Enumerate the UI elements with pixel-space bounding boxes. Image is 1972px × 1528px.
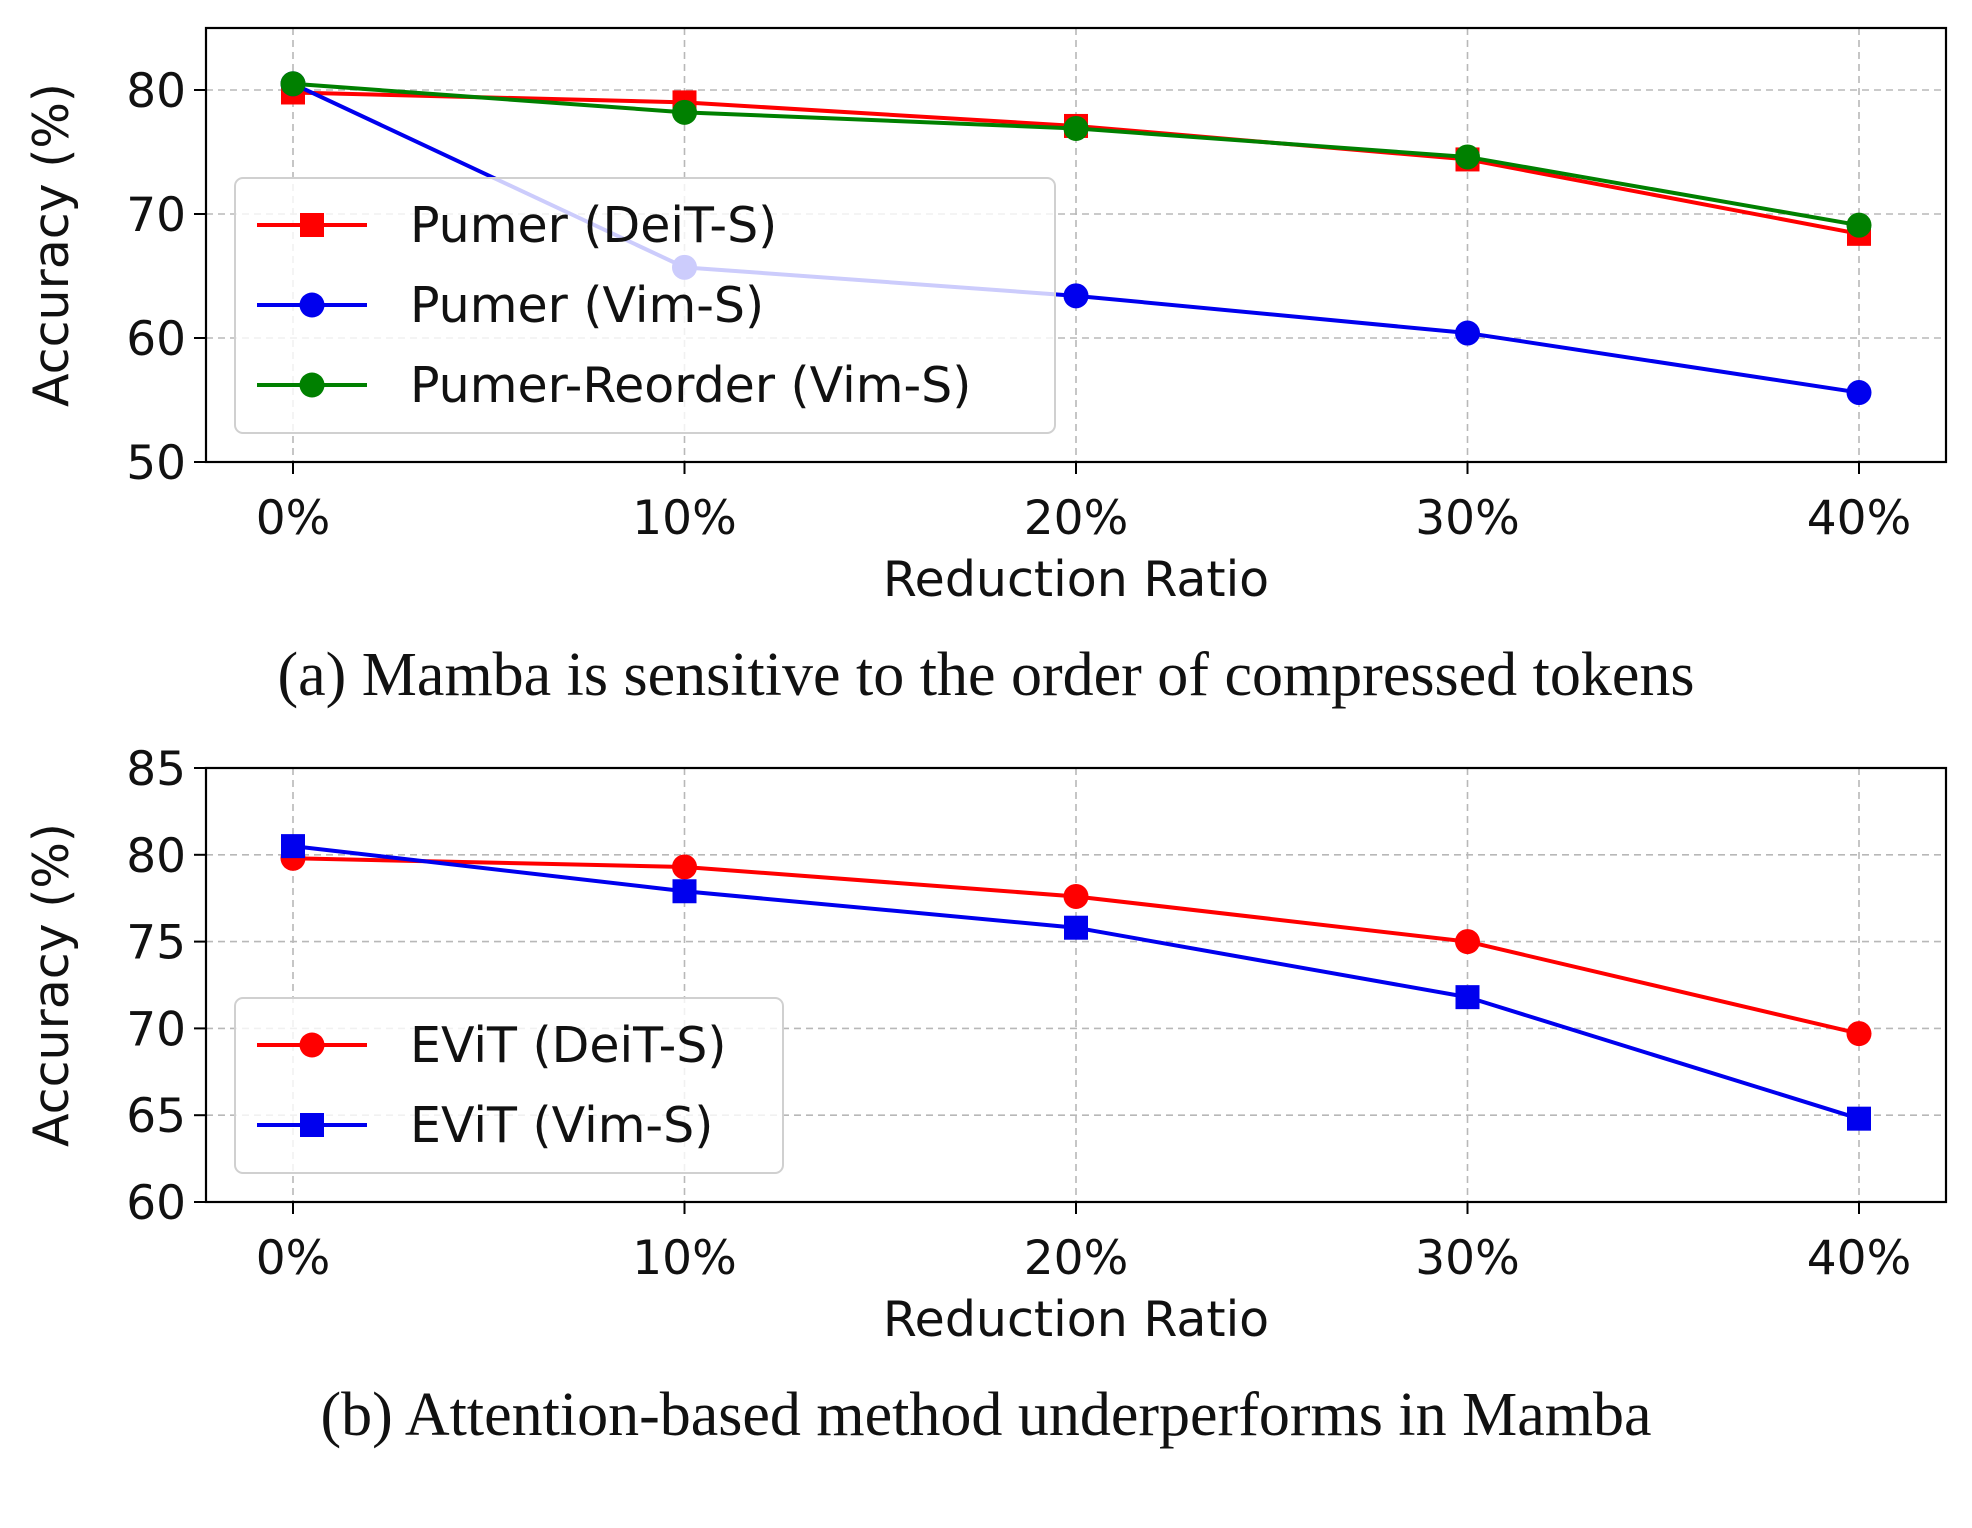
chart-b-legend-box xyxy=(234,997,784,1174)
chart-b-legend-marker-1 xyxy=(300,1113,324,1137)
chart-b-ytick-label-0: 60 xyxy=(126,1176,186,1231)
chart-a-xtick-label-3: 30% xyxy=(1415,491,1519,546)
caption-b: (b) Attention-based method underperforms… xyxy=(320,1381,1652,1449)
chart-b-ytick-label-4: 80 xyxy=(126,829,186,884)
chart-a-ytick-label-3: 80 xyxy=(126,64,186,119)
chart-b-ytick-label-3: 75 xyxy=(126,916,186,971)
chart-b-series-0-point-2 xyxy=(1063,883,1089,909)
chart-a-series-2-point-1 xyxy=(672,99,697,125)
chart-a-ytick-label-0: 50 xyxy=(126,436,186,491)
chart-a-series-2-point-2 xyxy=(1063,115,1089,141)
chart-b-series-1-point-3 xyxy=(1455,985,1480,1010)
chart-a-xtick-label-2: 20% xyxy=(1024,491,1128,546)
chart-a-xtick-label-1: 10% xyxy=(632,491,736,546)
chart-a-series-1-point-4 xyxy=(1846,380,1872,406)
chart-a-legend-box xyxy=(234,177,1056,434)
chart-b-ytick-label-5: 85 xyxy=(126,742,186,797)
chart-b-ytick-label-1: 65 xyxy=(126,1089,186,1144)
chart-b-xtick-label-2: 20% xyxy=(1024,1231,1128,1286)
chart-b-ytick-label-2: 70 xyxy=(126,1002,186,1057)
chart-b-xtick-label-0: 0% xyxy=(256,1231,331,1286)
chart-a-legend-marker-0 xyxy=(300,213,324,237)
chart-a-mamba-order: 0% 10% 20% 30% 40% 50 60 70 80 Reduction Ratio Acc… xyxy=(23,26,1948,608)
chart-b-series-0-point-3 xyxy=(1455,929,1480,955)
chart-a-ytick-label-1: 60 xyxy=(126,312,186,367)
chart-b-series-0-point-4 xyxy=(1846,1021,1872,1047)
chart-a-series-2-point-4 xyxy=(1846,212,1872,238)
chart-b-series-1-point-2 xyxy=(1064,915,1088,940)
chart-b-series-1-point-1 xyxy=(672,879,697,904)
chart-b-xlabel: Reduction Ratio xyxy=(883,1291,1269,1348)
chart-a-ylabel: Accuracy (%) xyxy=(23,83,80,407)
chart-b-xtick-label-3: 30% xyxy=(1415,1231,1519,1286)
chart-a-series-1-point-2 xyxy=(1063,283,1089,309)
chart-a-xlabel: Reduction Ratio xyxy=(883,551,1269,608)
chart-a-series-2-point-3 xyxy=(1455,144,1480,170)
chart-b-attention-based: 0% 10% 20% 30% 40% 60 65 70 75 80 85 Reduction Rati… xyxy=(23,742,1948,1348)
chart-b-xtick-label-1: 10% xyxy=(632,1231,736,1286)
chart-b-legend-marker-0 xyxy=(299,1032,325,1058)
caption-a: (a) Mamba is sensitive to the order of c… xyxy=(277,641,1695,709)
chart-a-legend-label-2: Pumer-Reorder (Vim-S) xyxy=(410,357,971,414)
chart-a-series-2-point-0 xyxy=(280,71,306,97)
chart-a-xtick-label-4: 40% xyxy=(1807,491,1911,546)
chart-a-legend-marker-1 xyxy=(299,292,325,318)
chart-a-legend-label-0: Pumer (DeiT-S) xyxy=(410,197,777,254)
chart-b-ylabel: Accuracy (%) xyxy=(23,823,80,1147)
chart-a-xtick-label-0: 0% xyxy=(256,491,331,546)
chart-a-series-1-point-3 xyxy=(1455,320,1480,346)
chart-a-legend-label-1: Pumer (Vim-S) xyxy=(410,277,764,334)
chart-b-legend-label-0: EViT (DeiT-S) xyxy=(410,1017,726,1074)
chart-a-legend-marker-2 xyxy=(299,372,325,398)
chart-a-ytick-label-2: 70 xyxy=(126,188,186,243)
chart-b-series-1-point-4 xyxy=(1847,1106,1871,1131)
chart-b-xtick-label-4: 40% xyxy=(1807,1231,1911,1286)
chart-b-series-0-point-1 xyxy=(672,854,697,880)
chart-b-legend-label-1: EViT (Vim-S) xyxy=(410,1097,713,1154)
chart-b-series-1-point-0 xyxy=(281,834,305,859)
